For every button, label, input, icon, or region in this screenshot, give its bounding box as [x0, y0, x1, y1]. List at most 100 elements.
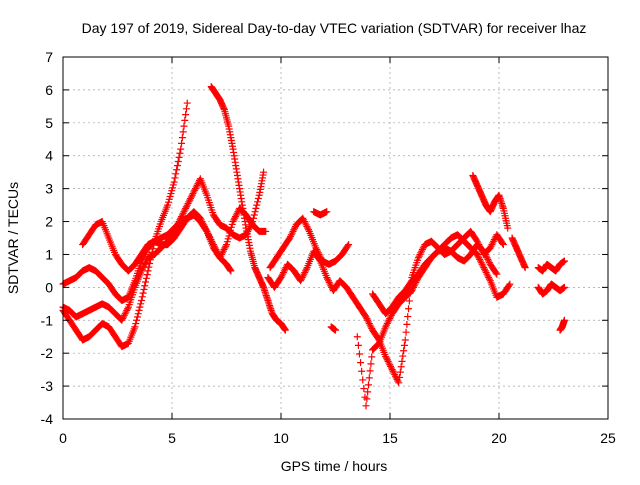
data-point: [353, 333, 361, 341]
axis-ticks: 0 5 10 15 20 25 -4 -3 -2 -1 0 1 2 3 4 5 6 7: [41, 49, 616, 446]
data-point: [404, 313, 412, 321]
data-point: [131, 323, 139, 331]
data-point: [366, 367, 374, 375]
data-point: [227, 267, 235, 275]
data-point: [254, 198, 262, 206]
data-point: [387, 313, 395, 321]
data-point: [250, 211, 258, 219]
data-point: [170, 178, 178, 186]
data-point: [481, 267, 489, 275]
data-point: [138, 265, 146, 273]
data-point: [354, 341, 362, 349]
data-point: [178, 134, 186, 142]
data-point: [485, 273, 493, 281]
data-point: [480, 264, 488, 272]
data-point: [174, 157, 182, 165]
data-point: [252, 204, 260, 212]
data-point: [176, 216, 184, 224]
data-point: [325, 278, 333, 286]
data-point: [300, 270, 308, 278]
data-point: [260, 168, 268, 176]
data-point: [200, 222, 208, 230]
x-axis-title: GPS time / hours: [281, 458, 388, 474]
x-tick-label: 10: [273, 430, 289, 446]
data-point: [419, 244, 427, 252]
chart-title: Day 197 of 2019, Sidereal Day-to-day VTE…: [82, 20, 587, 36]
data-point: [119, 313, 127, 321]
data-point: [183, 201, 191, 209]
data-point: [222, 242, 230, 250]
series-arc-14: [534, 257, 568, 275]
data-point: [391, 371, 399, 379]
data-point: [287, 231, 295, 239]
data-point: [396, 368, 404, 376]
data-point: [198, 218, 206, 226]
data-point: [197, 216, 205, 224]
data-point: [297, 277, 305, 285]
data-point: [386, 315, 394, 323]
data-point: [366, 321, 374, 329]
data-point: [359, 376, 367, 384]
data-point: [251, 208, 259, 216]
data-point: [332, 326, 339, 334]
data-point: [141, 260, 149, 268]
data-point: [506, 280, 514, 288]
data-point: [301, 269, 309, 277]
data-point: [388, 366, 396, 374]
data-point: [473, 250, 481, 258]
data-point: [299, 214, 307, 222]
data-point: [355, 350, 363, 358]
data-point: [363, 395, 371, 403]
y-tick-label: -3: [41, 378, 54, 394]
data-point: [186, 196, 194, 204]
data-point: [480, 247, 488, 255]
data-point: [476, 257, 484, 265]
data-point: [364, 388, 372, 396]
data-point: [134, 310, 142, 318]
data-point: [278, 272, 286, 280]
data-point: [281, 326, 289, 334]
data-point: [365, 374, 373, 382]
data-point: [287, 232, 295, 240]
series-arc-7: [264, 247, 363, 311]
data-point: [191, 186, 199, 194]
data-point: [172, 170, 180, 178]
data-point: [181, 116, 189, 124]
data-point: [191, 185, 199, 193]
data-point: [486, 244, 494, 252]
data-point: [120, 311, 128, 319]
data-point: [382, 323, 390, 331]
series-arc-2: [59, 99, 191, 351]
data-point: [387, 364, 395, 372]
data-point: [560, 316, 568, 324]
data-point: [560, 283, 568, 291]
data-point: [302, 267, 310, 275]
data-point: [279, 270, 287, 278]
series-arc-16: [556, 316, 568, 334]
data-point: [173, 162, 181, 170]
data-point: [123, 306, 131, 314]
data-point: [173, 166, 181, 174]
y-tick-label: 2: [45, 214, 53, 230]
data-point: [382, 321, 390, 329]
data-point: [383, 356, 391, 364]
data-point: [367, 360, 375, 368]
data-point: [385, 316, 393, 324]
data-point: [362, 402, 370, 410]
data-point: [218, 249, 226, 257]
series-arc-15: [534, 280, 568, 298]
data-point: [139, 289, 147, 297]
data-point: [190, 188, 198, 196]
data-point: [490, 237, 498, 245]
x-tick-label: 0: [59, 430, 67, 446]
data-point: [182, 105, 190, 113]
data-point: [302, 221, 310, 229]
data-point: [416, 250, 424, 258]
data-point: [176, 149, 184, 157]
data-point: [216, 254, 224, 262]
data-point: [262, 227, 270, 235]
data-point: [299, 272, 307, 280]
data-point: [188, 191, 196, 199]
data-point: [481, 250, 489, 258]
